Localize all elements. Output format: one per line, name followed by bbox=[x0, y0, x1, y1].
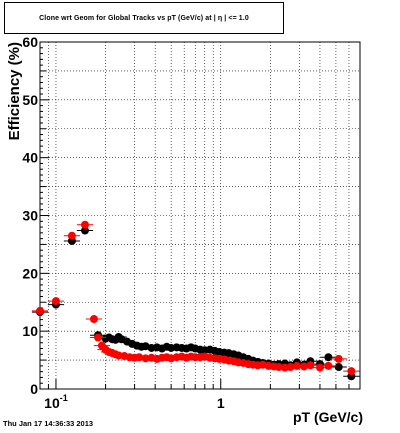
data-point bbox=[36, 306, 44, 315]
x-tick-label: 1 bbox=[217, 395, 225, 411]
data-point bbox=[286, 363, 295, 372]
data-point bbox=[67, 231, 76, 240]
x-axis-label: pT (GeV/c) bbox=[293, 409, 363, 425]
data-point bbox=[89, 315, 98, 324]
axes: 0 10 20 30 40 50 60 10-1 1 bbox=[22, 34, 361, 411]
data-point bbox=[347, 367, 356, 376]
data-point bbox=[80, 226, 89, 235]
data-point bbox=[94, 333, 103, 342]
grid bbox=[39, 42, 361, 389]
timestamp: Thu Jan 17 14:36:33 2013 bbox=[3, 419, 94, 428]
data-point bbox=[292, 361, 301, 370]
data-point bbox=[334, 363, 343, 372]
title-box: Clone wrt Geom for Global Tracks vs pT (… bbox=[4, 2, 284, 34]
chart-title: Clone wrt Geom for Global Tracks vs pT (… bbox=[39, 14, 249, 22]
y-tick-label: 60 bbox=[22, 34, 38, 50]
data-point bbox=[135, 353, 144, 362]
series-1 bbox=[31, 220, 360, 376]
data-point bbox=[299, 362, 308, 371]
y-tick-label: 30 bbox=[22, 208, 38, 224]
series bbox=[31, 220, 360, 381]
y-tick-label: 20 bbox=[22, 265, 38, 281]
data-point bbox=[274, 363, 283, 372]
data-point bbox=[324, 361, 333, 370]
x-tick-label: 10-1 bbox=[44, 393, 68, 411]
data-point bbox=[315, 363, 324, 372]
y-tick-label: 50 bbox=[22, 92, 38, 108]
data-point bbox=[51, 297, 60, 306]
data-point bbox=[141, 354, 150, 363]
data-point bbox=[334, 354, 343, 363]
y-axis-label: Efficiency (%) bbox=[6, 42, 23, 140]
data-point bbox=[324, 353, 333, 362]
y-tick-label: 0 bbox=[30, 381, 38, 397]
y-tick-label: 10 bbox=[22, 323, 38, 339]
y-tick-label: 40 bbox=[22, 150, 38, 166]
data-point bbox=[80, 220, 89, 229]
